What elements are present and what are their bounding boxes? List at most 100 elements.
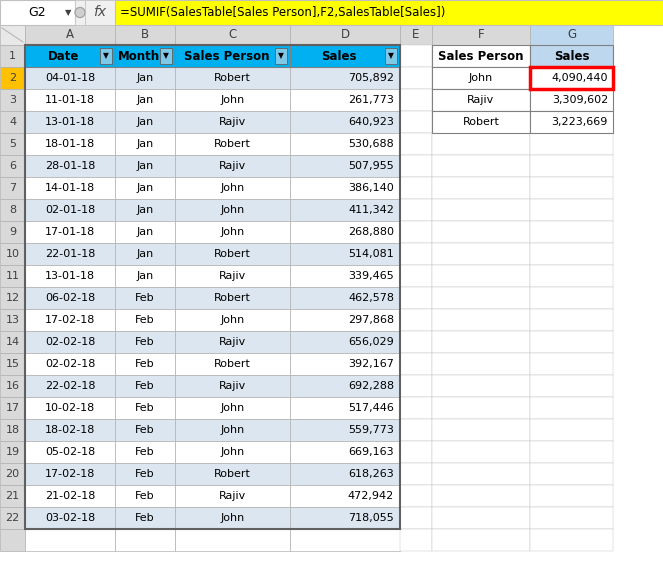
Bar	[85, 0, 115, 25]
Text: Feb: Feb	[135, 513, 155, 523]
Bar	[400, 375, 432, 397]
Bar	[0, 0, 663, 25]
Bar	[0, 507, 25, 529]
Bar	[530, 397, 613, 419]
Text: 4: 4	[9, 117, 16, 127]
Bar	[0, 199, 25, 221]
Bar	[115, 309, 175, 331]
Bar	[290, 243, 400, 265]
Bar	[400, 397, 432, 419]
Bar	[25, 441, 115, 463]
Text: 261,773: 261,773	[348, 95, 394, 105]
Bar	[25, 199, 115, 221]
Text: 411,342: 411,342	[348, 205, 394, 215]
Bar	[115, 177, 175, 199]
Text: Rajiv: Rajiv	[219, 337, 246, 347]
Text: Robert: Robert	[214, 249, 251, 259]
Bar	[25, 111, 115, 133]
Bar	[400, 529, 432, 551]
Bar	[175, 441, 290, 463]
Bar	[115, 397, 175, 419]
Bar	[175, 243, 290, 265]
Bar	[0, 463, 25, 485]
Text: 11-01-18: 11-01-18	[45, 95, 95, 105]
Bar	[290, 67, 400, 89]
Bar	[115, 529, 175, 551]
Bar	[175, 353, 290, 375]
Bar	[175, 155, 290, 177]
Text: Rajiv: Rajiv	[219, 161, 246, 171]
Bar	[432, 133, 530, 155]
Bar	[530, 353, 613, 375]
Bar	[0, 419, 25, 441]
Bar	[400, 111, 432, 133]
Text: Rajiv: Rajiv	[219, 271, 246, 281]
Text: fx: fx	[93, 6, 107, 20]
Text: 03-02-18: 03-02-18	[45, 513, 95, 523]
Bar	[530, 529, 613, 551]
Bar	[432, 25, 530, 45]
Text: Month: Month	[118, 50, 160, 62]
Text: 21-02-18: 21-02-18	[45, 491, 95, 501]
Bar	[0, 397, 25, 419]
Bar	[0, 353, 25, 375]
Text: 517,446: 517,446	[348, 403, 394, 413]
Text: 04-01-18: 04-01-18	[45, 73, 95, 83]
Text: Feb: Feb	[135, 425, 155, 435]
Text: ▼: ▼	[65, 8, 71, 17]
Text: John: John	[220, 513, 245, 523]
Bar	[400, 25, 432, 45]
Bar	[115, 463, 175, 485]
Bar	[115, 67, 175, 89]
Text: 05-02-18: 05-02-18	[45, 447, 95, 457]
Text: 02-02-18: 02-02-18	[45, 359, 95, 369]
Bar	[530, 45, 613, 67]
Text: Feb: Feb	[135, 293, 155, 303]
Text: 17-01-18: 17-01-18	[45, 227, 95, 237]
Bar	[175, 89, 290, 111]
Text: John: John	[220, 227, 245, 237]
Bar	[432, 375, 530, 397]
Text: G: G	[567, 28, 576, 42]
Bar	[115, 89, 175, 111]
Bar	[432, 419, 530, 441]
Bar	[400, 45, 432, 67]
Bar	[530, 419, 613, 441]
Text: 718,055: 718,055	[348, 513, 394, 523]
Text: Jan: Jan	[137, 271, 154, 281]
Bar	[400, 507, 432, 529]
Bar	[290, 353, 400, 375]
Bar	[0, 265, 25, 287]
Bar	[530, 485, 613, 507]
Bar	[432, 89, 530, 111]
Text: 11: 11	[5, 271, 19, 281]
Bar	[432, 507, 530, 529]
Bar	[290, 265, 400, 287]
Bar	[0, 89, 25, 111]
Text: 10: 10	[5, 249, 19, 259]
Bar	[400, 353, 432, 375]
Bar	[115, 353, 175, 375]
Bar	[400, 441, 432, 463]
Text: 9: 9	[9, 227, 16, 237]
Text: 22-01-18: 22-01-18	[45, 249, 95, 259]
Bar	[530, 177, 613, 199]
Text: 17: 17	[5, 403, 20, 413]
Bar	[115, 25, 175, 45]
Bar	[115, 419, 175, 441]
Bar	[25, 25, 115, 45]
Bar	[25, 67, 115, 89]
Bar	[115, 265, 175, 287]
Text: 7: 7	[9, 183, 16, 193]
Text: 13-01-18: 13-01-18	[45, 271, 95, 281]
Bar	[290, 133, 400, 155]
Bar	[175, 397, 290, 419]
Text: 21: 21	[5, 491, 20, 501]
Bar	[400, 89, 432, 111]
Bar	[25, 529, 115, 551]
Text: Rajiv: Rajiv	[219, 491, 246, 501]
Bar	[290, 507, 400, 529]
Bar	[400, 287, 432, 309]
Bar	[432, 265, 530, 287]
Text: 297,868: 297,868	[348, 315, 394, 325]
